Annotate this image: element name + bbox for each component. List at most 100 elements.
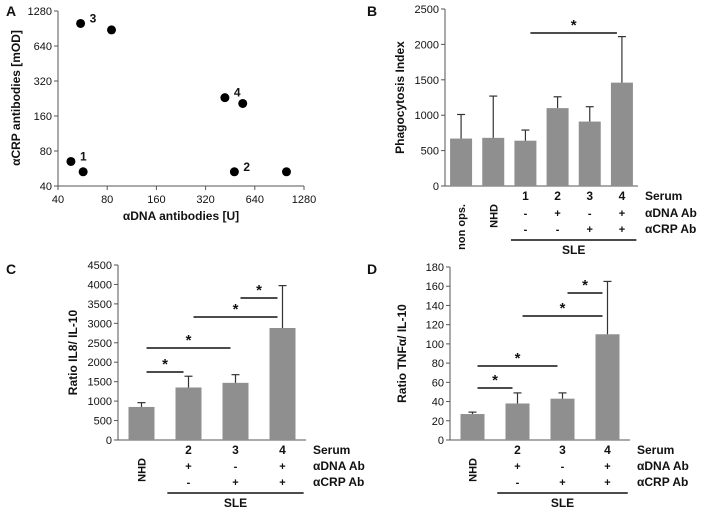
dna-sign: - xyxy=(561,461,565,473)
bar xyxy=(578,121,601,186)
y-tick-label: 0 xyxy=(438,435,444,447)
y-tick-label: 3500 xyxy=(88,299,112,311)
panel-label-b: B xyxy=(367,3,377,19)
sle-group-label: SLE xyxy=(224,496,247,510)
y-tick-label: 3000 xyxy=(88,318,112,330)
x-tick-label: 40 xyxy=(52,194,64,206)
x-tick-label: 640 xyxy=(246,194,264,206)
serum-number: 2 xyxy=(554,189,561,203)
serum-number: 2 xyxy=(514,443,521,457)
row-label: αDNA Ab xyxy=(645,206,697,220)
scatter-point xyxy=(76,18,86,28)
crp-sign: - xyxy=(187,477,191,489)
scatter-point xyxy=(238,98,248,108)
panel-label-a: A xyxy=(6,3,16,19)
significance-star: * xyxy=(256,282,262,299)
y-tick-label: 80 xyxy=(432,358,444,370)
x-tick-label: 80 xyxy=(101,194,113,206)
dna-sign: - xyxy=(234,461,238,473)
dna-sign: + xyxy=(619,208,625,220)
serum-number: 1 xyxy=(522,189,529,203)
scatter-point xyxy=(229,167,239,177)
significance-star: * xyxy=(582,277,588,294)
bar-panel-b: 0 500 1000 1500 2000 2500 Phagocytosis Index no… xyxy=(393,4,697,257)
significance-star: * xyxy=(492,372,498,389)
y-tick-label: 0 xyxy=(106,435,112,447)
y-tick-label: 80 xyxy=(40,146,52,158)
y-tick-label: 1500 xyxy=(415,75,439,87)
x-tick-label: 320 xyxy=(196,194,214,206)
y-tick-label: 2500 xyxy=(415,4,439,16)
row-label: αCRP Ab xyxy=(313,475,364,489)
y-axis-label: Ratio TNFα/ IL-10 xyxy=(395,304,409,403)
y-tick-label: 500 xyxy=(94,416,112,428)
significance-star: * xyxy=(571,17,577,34)
dna-sign: + xyxy=(279,461,285,473)
bar xyxy=(175,387,202,440)
y-tick-label: 60 xyxy=(432,377,444,389)
bar-panel-c: 0 500 1000 1500 2000 2500 3000 3500 4000 4500 Rati… xyxy=(66,260,365,510)
crp-sign: - xyxy=(524,224,528,236)
panel-label-d: D xyxy=(367,261,377,277)
serum-number: 3 xyxy=(232,443,239,457)
serum-number: 3 xyxy=(559,443,566,457)
bar xyxy=(505,403,530,440)
crp-sign: + xyxy=(279,477,285,489)
y-tick-label: 2000 xyxy=(88,357,112,369)
y-axis-label: Phagocytosis Index xyxy=(393,41,407,154)
bar xyxy=(610,82,633,186)
y-tick-label: 120 xyxy=(426,320,444,332)
significance-star: * xyxy=(233,301,239,318)
significance-star: * xyxy=(162,356,168,373)
serum-number: 4 xyxy=(619,189,626,203)
y-tick-label: 100 xyxy=(426,339,444,351)
bar xyxy=(550,398,575,440)
crp-sign: + xyxy=(604,477,610,489)
y-tick-label: 140 xyxy=(426,300,444,312)
bar xyxy=(482,137,505,186)
scatter-point xyxy=(107,25,117,35)
y-tick-label: 160 xyxy=(426,281,444,293)
point-label: 3 xyxy=(90,11,97,25)
row-label: Serum xyxy=(637,443,674,457)
x-tick-label: 1280 xyxy=(292,194,316,206)
dna-sign: + xyxy=(185,461,191,473)
serum-number: 4 xyxy=(279,443,286,457)
sle-group-label: SLE xyxy=(551,496,574,510)
bar xyxy=(222,382,249,440)
bar-panel-d: 0 20 40 60 80 100 120 140 160 180 Ratio TNFα/ IL-1… xyxy=(395,262,689,510)
scatter-point xyxy=(281,167,291,177)
y-tick-label: 20 xyxy=(432,416,444,428)
y-tick-label: 40 xyxy=(40,181,52,193)
serum-number: 2 xyxy=(185,443,192,457)
crp-sign: - xyxy=(516,477,520,489)
dna-sign: - xyxy=(588,208,592,220)
y-tick-label: 4500 xyxy=(88,260,112,272)
row-label: αCRP Ab xyxy=(645,222,696,236)
dna-sign: - xyxy=(524,208,528,220)
bar xyxy=(595,334,620,440)
y-tick-label: 2000 xyxy=(415,39,439,51)
y-tick-label: 180 xyxy=(426,262,444,274)
crp-sign: + xyxy=(559,477,565,489)
dna-sign: + xyxy=(554,208,560,220)
bar xyxy=(514,140,537,186)
category-label: NHD xyxy=(137,458,149,482)
y-tick-label: 500 xyxy=(421,146,439,158)
bar xyxy=(128,406,155,440)
sle-group-label: SLE xyxy=(562,243,585,257)
bar xyxy=(269,328,296,440)
crp-sign: + xyxy=(232,477,238,489)
scatter-point xyxy=(220,93,230,103)
y-axis-label: αCRP antibodies [mOD] xyxy=(9,30,23,166)
category-label: NHD xyxy=(468,458,480,482)
point-label: 2 xyxy=(243,160,250,174)
point-label: 4 xyxy=(234,86,241,100)
bar xyxy=(460,414,485,440)
y-tick-label: 1000 xyxy=(88,396,112,408)
x-axis-label: αDNA antibodies [U] xyxy=(123,209,239,223)
row-label: αDNA Ab xyxy=(637,459,689,473)
crp-sign: + xyxy=(587,224,593,236)
significance-star: * xyxy=(186,332,192,349)
